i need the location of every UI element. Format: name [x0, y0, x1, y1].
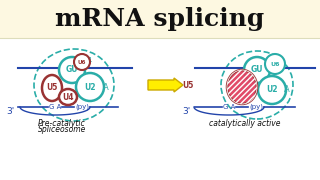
Circle shape: [244, 57, 270, 83]
Text: mRNA splicing: mRNA splicing: [55, 7, 265, 31]
Text: G A: G A: [223, 104, 235, 110]
Text: (py): (py): [249, 104, 263, 110]
Text: 3': 3': [6, 107, 14, 116]
FancyBboxPatch shape: [0, 0, 320, 38]
Text: GU: GU: [251, 66, 263, 75]
Text: U5: U5: [182, 80, 194, 89]
Circle shape: [258, 76, 286, 104]
Ellipse shape: [42, 75, 62, 101]
Text: catalytically active: catalytically active: [209, 120, 281, 129]
Text: A: A: [284, 86, 290, 94]
Text: (py): (py): [75, 104, 89, 110]
Text: GU: GU: [66, 66, 78, 75]
Circle shape: [76, 73, 104, 101]
Circle shape: [265, 54, 285, 74]
Text: Spliceosome: Spliceosome: [38, 125, 86, 134]
Text: 3': 3': [182, 107, 190, 116]
Text: Pre-catalytic: Pre-catalytic: [38, 120, 86, 129]
Text: U6: U6: [78, 60, 86, 64]
Ellipse shape: [59, 89, 77, 105]
Text: U4: U4: [62, 93, 74, 102]
Text: A: A: [103, 82, 109, 91]
Text: U5: U5: [46, 84, 58, 93]
FancyArrow shape: [148, 78, 183, 92]
Circle shape: [74, 54, 90, 70]
Ellipse shape: [227, 70, 257, 104]
Circle shape: [59, 57, 85, 83]
Text: U6: U6: [270, 62, 280, 66]
Text: G A: G A: [49, 104, 61, 110]
Text: U2: U2: [266, 86, 278, 94]
Text: U2: U2: [84, 82, 96, 91]
Text: U1: U1: [83, 57, 93, 63]
